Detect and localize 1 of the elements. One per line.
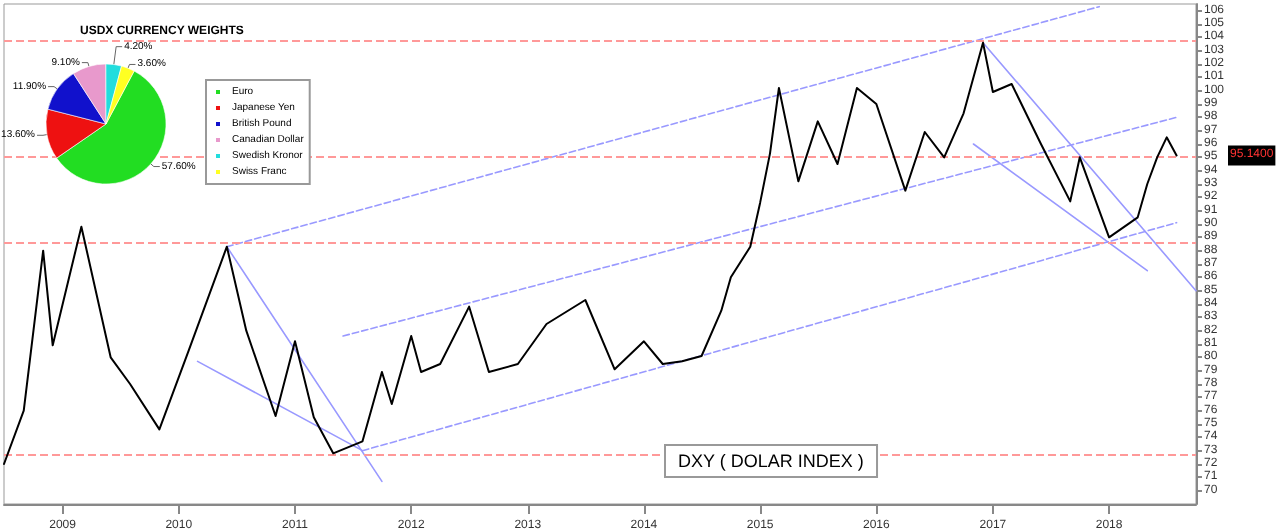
annotation: DXY ( DOLAR INDEX ) <box>678 451 864 471</box>
